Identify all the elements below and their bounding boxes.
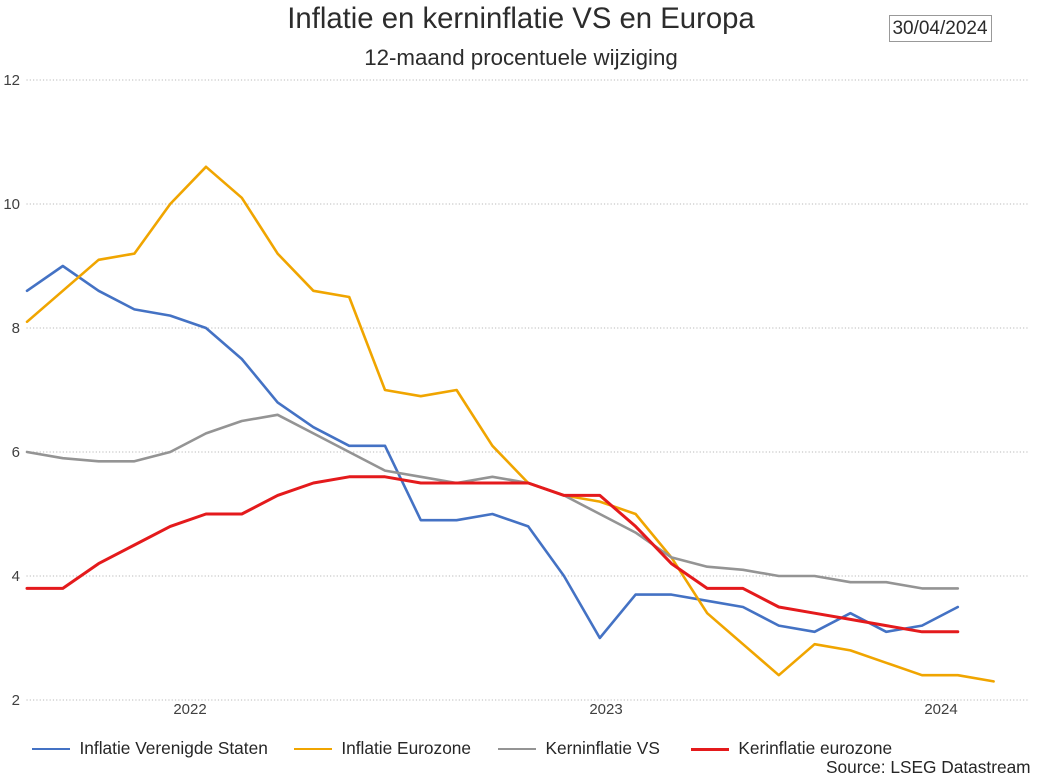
svg-text:12: 12 <box>3 72 20 89</box>
svg-text:2022: 2022 <box>173 701 206 718</box>
svg-text:6: 6 <box>12 444 20 461</box>
svg-text:2024: 2024 <box>924 701 957 718</box>
svg-text:2: 2 <box>12 692 20 709</box>
svg-text:10: 10 <box>3 196 20 213</box>
svg-text:4: 4 <box>12 568 20 585</box>
svg-text:8: 8 <box>12 320 20 337</box>
svg-text:2023: 2023 <box>589 701 622 718</box>
